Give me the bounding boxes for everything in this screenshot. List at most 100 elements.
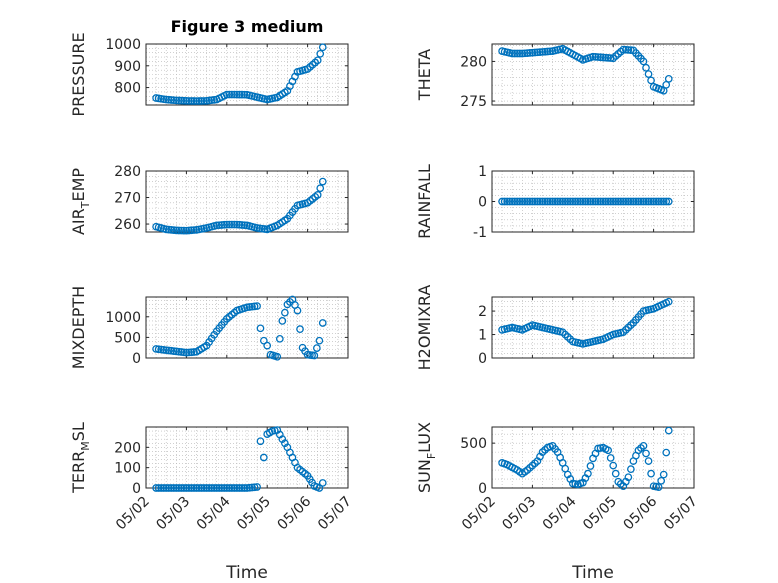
data-point xyxy=(508,49,517,58)
data-point xyxy=(228,220,236,229)
data-point xyxy=(662,448,671,457)
data-point xyxy=(273,352,282,361)
y-axis-label: MIXDEPTH xyxy=(69,286,88,369)
x-tick-label: 05/04 xyxy=(194,493,234,533)
data-point xyxy=(586,197,595,206)
panel-h2omixra: 0 1 2 H2OMIXRA xyxy=(415,285,695,370)
data-point xyxy=(197,97,206,105)
data-point xyxy=(233,484,241,492)
data-point xyxy=(152,484,160,492)
y-tick-label: 0 xyxy=(132,481,141,497)
y-axis-label: THETA xyxy=(415,49,434,101)
data-point xyxy=(235,90,244,99)
data-point xyxy=(644,70,653,78)
data-point xyxy=(243,484,251,492)
data-point xyxy=(594,53,602,61)
data-point xyxy=(606,197,615,206)
data-point xyxy=(167,226,176,234)
data-point xyxy=(609,461,618,470)
data-point xyxy=(528,48,537,57)
data-point xyxy=(589,52,597,61)
y-tick-label: 270 xyxy=(114,191,141,207)
y-tick-label: 500 xyxy=(460,436,487,452)
data-point xyxy=(212,221,221,230)
y-tick-label: 900 xyxy=(114,59,141,75)
data-point xyxy=(315,484,324,492)
axes-frame xyxy=(145,43,349,106)
axes-frame xyxy=(491,43,695,106)
y-tick-label: 280 xyxy=(114,164,141,180)
data-point xyxy=(518,197,527,206)
data-point xyxy=(174,96,183,105)
data-point xyxy=(187,97,196,105)
data-point xyxy=(230,484,239,492)
data-point xyxy=(657,197,666,206)
axes-frame xyxy=(145,296,349,359)
data-point xyxy=(629,197,638,206)
data-point xyxy=(220,484,229,492)
y-tick-label: 1 xyxy=(478,164,487,180)
data-point xyxy=(190,484,198,492)
data-point xyxy=(591,197,600,206)
data-point xyxy=(634,197,643,206)
data-point xyxy=(263,341,272,350)
data-point xyxy=(228,90,236,99)
data-point xyxy=(619,197,628,206)
axes-frame xyxy=(491,426,695,489)
data-point xyxy=(541,47,549,56)
data-point xyxy=(238,90,246,99)
series-markers xyxy=(152,43,327,105)
data-point xyxy=(526,49,534,57)
data-point xyxy=(546,47,554,56)
data-point xyxy=(318,177,327,186)
data-point xyxy=(197,484,206,492)
data-point xyxy=(503,197,511,206)
data-point xyxy=(215,221,224,230)
data-point xyxy=(167,96,176,104)
data-point xyxy=(162,225,171,234)
data-point xyxy=(642,197,650,206)
data-point xyxy=(536,197,544,206)
data-point xyxy=(313,191,322,199)
data-point xyxy=(215,484,224,492)
data-point xyxy=(174,484,183,492)
data-point xyxy=(154,484,163,492)
series-markers xyxy=(498,426,673,491)
x-tick-label: 05/03 xyxy=(153,494,193,534)
data-point xyxy=(601,53,610,62)
data-point xyxy=(256,324,265,333)
y-tick-label: 500 xyxy=(114,330,141,346)
data-point xyxy=(498,197,506,206)
data-point xyxy=(576,197,585,206)
data-point xyxy=(200,484,208,492)
data-point xyxy=(611,469,620,478)
data-point xyxy=(659,470,668,479)
data-point xyxy=(177,96,186,105)
data-point xyxy=(627,197,635,206)
data-point xyxy=(180,226,188,235)
y-tick-label: 0 xyxy=(478,195,487,211)
data-point xyxy=(207,484,216,492)
data-point xyxy=(164,95,173,104)
axes-frame xyxy=(145,170,349,233)
data-point xyxy=(604,446,613,455)
data-point xyxy=(639,441,648,450)
panel-terr: 0 100 200 05/02 05/03 05/04 05/05 05/06 05/07 TER… xyxy=(69,422,355,583)
data-point xyxy=(172,226,181,235)
x-tick-label: 05/07 xyxy=(661,494,701,534)
data-point xyxy=(644,457,653,465)
series-markers xyxy=(498,197,673,206)
data-point xyxy=(174,226,183,235)
data-point xyxy=(553,197,562,206)
data-point xyxy=(510,197,519,206)
data-point xyxy=(531,48,539,57)
data-point xyxy=(177,484,186,492)
data-point xyxy=(157,484,165,492)
data-point xyxy=(541,197,549,206)
y-tick-label: 2 xyxy=(478,304,487,320)
data-point xyxy=(222,90,231,99)
data-point xyxy=(238,221,246,229)
data-point xyxy=(250,483,259,492)
data-point xyxy=(200,97,208,105)
data-point xyxy=(601,197,610,206)
